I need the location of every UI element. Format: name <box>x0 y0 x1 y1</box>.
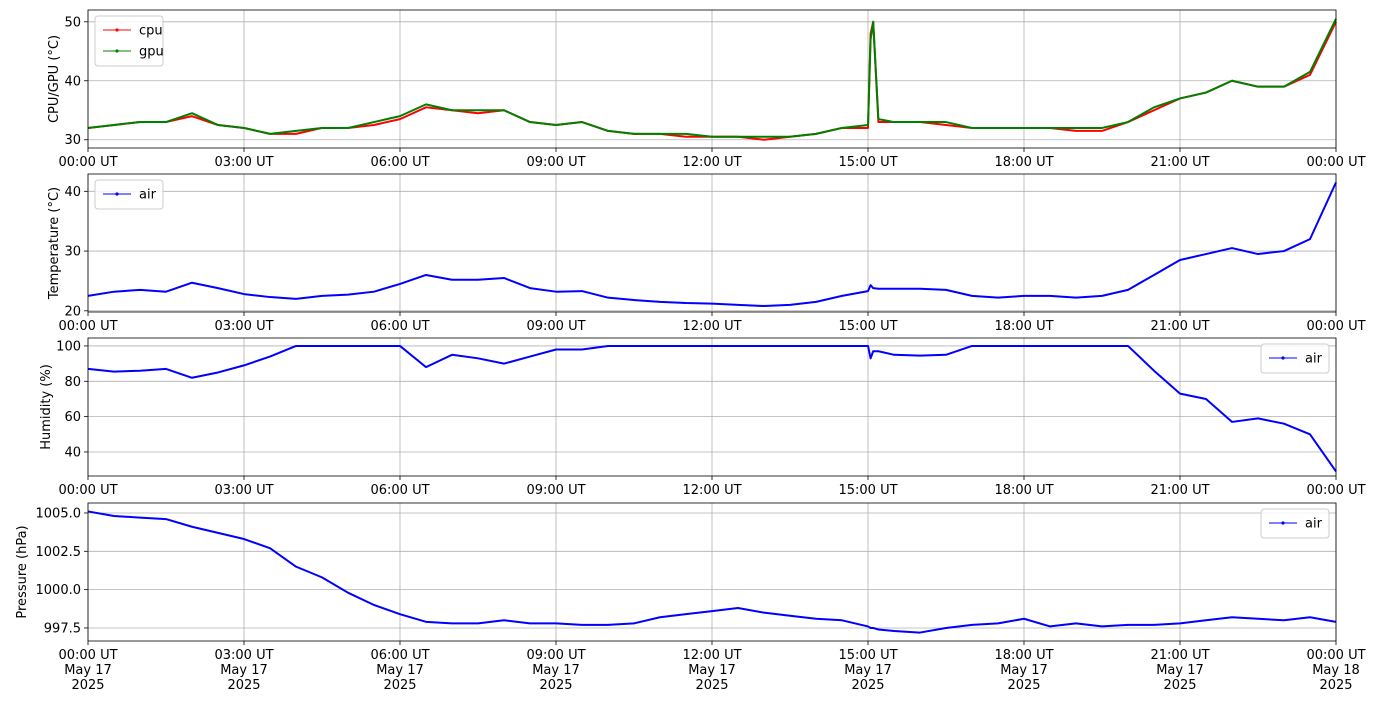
x-tick-label: 00:00 UT <box>1306 483 1365 498</box>
y-tick-label: 40 <box>64 74 81 89</box>
y-tick-label: 30 <box>64 133 81 148</box>
y-tick-label: 1000.0 <box>36 583 82 598</box>
y-axis-label: Pressure (hPa) <box>15 525 30 618</box>
y-tick-label: 60 <box>64 410 81 425</box>
x-tick-label: 00:00 UT <box>58 319 117 334</box>
x-tick-label: 00:00 UT <box>58 483 117 498</box>
x-tick-label: 06:00 UT <box>370 319 429 334</box>
legend: cpu gpu <box>94 15 164 67</box>
x-tick-label: 12:00 UT <box>682 483 741 498</box>
y-tick-label: 1005.0 <box>36 506 82 521</box>
x-tick-label: 09:00 UT <box>526 155 585 170</box>
legend-marker <box>115 28 119 32</box>
x-tick-label: 21:00 UT <box>1150 319 1209 334</box>
legend: air <box>94 179 164 210</box>
x-tick-label: 06:00 UT <box>370 483 429 498</box>
legend-marker <box>1281 521 1285 525</box>
subplot: 997.5 1000.0 1002.5 1005.0 00:00 UT May 17 202… <box>15 502 1366 693</box>
legend-label: cpu <box>139 24 163 39</box>
series-line <box>87 18 1337 138</box>
x-tick-label: 03:00 UT <box>214 483 273 498</box>
x-tick-label: 09:00 UT May 17 2025 <box>526 648 585 693</box>
x-tick-label: 12:00 UT <box>682 155 741 170</box>
y-tick-label: 50 <box>64 15 81 30</box>
y-tick-label: 997.5 <box>44 621 81 636</box>
x-tick-label: 15:00 UT May 17 2025 <box>838 648 897 693</box>
x-tick-label: 21:00 UT <box>1150 483 1209 498</box>
subplot: 40 60 80 100 00:00 UT 03:00 UT 06:00 UT 09:00 U… <box>39 337 1366 498</box>
x-tick-label: 00:00 UT May 17 2025 <box>58 648 117 693</box>
legend-label: air <box>139 188 157 203</box>
x-tick-label: 06:00 UT <box>370 155 429 170</box>
x-tick-label: 03:00 UT <box>214 155 273 170</box>
x-tick-label: 15:00 UT <box>838 483 897 498</box>
x-tick-label: 21:00 UT <box>1150 155 1209 170</box>
x-tick-label: 00:00 UT <box>1306 155 1365 170</box>
legend-label: air <box>1305 352 1323 367</box>
series-line <box>87 20 1337 141</box>
x-tick-label: 12:00 UT May 17 2025 <box>682 648 741 693</box>
subplot: 20 30 40 00:00 UT 03:00 UT 06:00 UT 09:00 UT 12… <box>47 173 1366 334</box>
x-tick-label: 15:00 UT <box>838 319 897 334</box>
y-tick-label: 80 <box>64 375 81 390</box>
legend-box <box>94 15 164 67</box>
series-line <box>87 344 1337 472</box>
x-tick-label: 15:00 UT <box>838 155 897 170</box>
x-tick-label: 09:00 UT <box>526 319 585 334</box>
legend: air <box>1260 508 1330 539</box>
y-tick-label: 40 <box>64 445 81 460</box>
axes-frame <box>87 337 1337 477</box>
axes-frame <box>87 502 1337 642</box>
x-tick-label: 18:00 UT <box>994 319 1053 334</box>
y-axis-label: CPU/GPU (°C) <box>47 35 62 123</box>
axes-frame <box>87 173 1337 313</box>
x-tick-label: 00:00 UT <box>1306 319 1365 334</box>
legend-marker <box>1281 356 1285 360</box>
x-tick-label: 21:00 UT May 17 2025 <box>1150 648 1209 693</box>
y-tick-label: 40 <box>64 185 81 200</box>
subplot: 30 40 50 00:00 UT 03:00 UT 06:00 UT 09:00 UT 12… <box>47 9 1366 170</box>
legend-marker <box>115 49 119 53</box>
x-tick-label: 03:00 UT <box>214 319 273 334</box>
y-tick-label: 1002.5 <box>36 545 82 560</box>
x-tick-label: 03:00 UT May 17 2025 <box>214 648 273 693</box>
legend-label: air <box>1305 517 1323 532</box>
x-tick-label: 18:00 UT <box>994 483 1053 498</box>
series-line <box>87 510 1337 634</box>
x-tick-label: 00:00 UT <box>58 155 117 170</box>
x-tick-label: 18:00 UT May 17 2025 <box>994 648 1053 693</box>
x-tick-label: 00:00 UT May 18 2025 <box>1306 648 1365 693</box>
y-tick-label: 100 <box>56 339 81 354</box>
legend-marker <box>115 192 119 196</box>
y-tick-label: 20 <box>64 304 81 319</box>
y-axis-label: Humidity (%) <box>39 364 54 450</box>
legend: air <box>1260 343 1330 374</box>
series-line <box>87 181 1337 308</box>
legend-label: gpu <box>139 45 164 60</box>
axes-frame <box>87 9 1337 149</box>
y-axis-label: Temperature (°C) <box>47 187 62 300</box>
x-tick-label: 09:00 UT <box>526 483 585 498</box>
x-tick-label: 12:00 UT <box>682 319 741 334</box>
y-tick-label: 30 <box>64 245 81 260</box>
x-tick-label: 06:00 UT May 17 2025 <box>370 648 429 693</box>
x-tick-label: 18:00 UT <box>994 155 1053 170</box>
